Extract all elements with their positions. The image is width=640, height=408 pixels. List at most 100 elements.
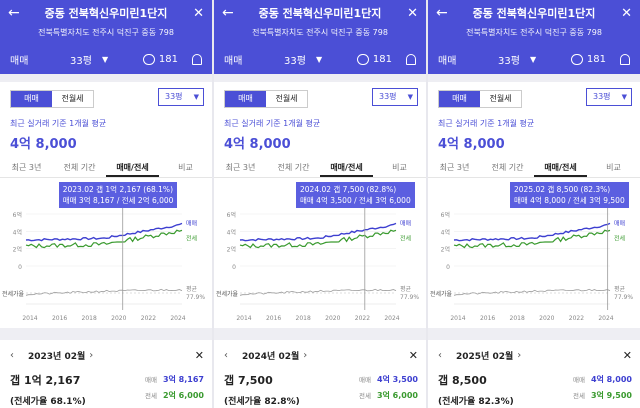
tab-all-period[interactable]: 전체 기간 [491,163,524,172]
pyeong-label: 33평 [284,55,306,67]
chart-tooltip: 2023.02 갭 1억 2,167 (68.1%) 매매 3억 8,167 /… [58,182,178,208]
bell-icon[interactable] [406,53,416,65]
tab-recent-3y[interactable]: 최근 3년 [225,163,256,172]
sale-label: 매매 [145,376,157,384]
complex-title: 중동 전북혁신우미린1단지 [258,7,382,20]
trade-type-select[interactable]: 매매 [438,55,457,67]
bell-icon[interactable] [192,53,202,65]
detail-card: ‹ 2024년 02월 › ✕ 갭 7,500 (전세가율 82.8%) 매매 4… [214,340,426,408]
close-icon[interactable]: ✕ [407,5,418,21]
detail-month: 2025년 02월 [456,351,514,362]
x-tick-label: 2014 [22,315,37,322]
tab-recent-3y[interactable]: 최근 3년 [439,163,470,172]
close-icon[interactable]: ✕ [408,348,418,362]
size-select-label: 33평 [165,92,183,101]
tab-sale-jeonse[interactable]: 매매/전세 [106,160,159,177]
ratio-label: 전세가율 [2,290,25,298]
trade-toggle: 매매 전월세 [10,90,94,108]
chart-svg: 6억 4억 2억 0 전세가율 2014 2016 2018 2020 2022 2024 매매전세평… [216,186,419,322]
trade-type-select[interactable]: 매매 [10,55,29,67]
comment-button[interactable]: 181 [570,53,606,65]
y-tick-label: 6억 [13,211,22,219]
price-chart[interactable]: 6억 4억 2억 0 전세가율 2014 2016 2018 2020 2022 2024 매매 전세 평… [214,178,426,328]
pyeong-select[interactable]: 33평 ▼ [70,52,143,67]
chevron-down-icon: ▼ [315,54,323,64]
sale-value: 3억 8,167 [162,375,204,384]
pyeong-label: 33평 [70,55,92,67]
jeonse-ratio: (전세가율 82.3%) [438,397,514,407]
close-icon[interactable]: ✕ [193,5,204,21]
toggle-jeonse[interactable]: 전월세 [275,94,298,103]
tab-compare[interactable]: 비교 [392,163,407,172]
close-icon[interactable]: ✕ [622,348,632,362]
tab-recent-3y[interactable]: 최근 3년 [11,163,42,172]
gap-value: 갭 7,500 [224,374,273,387]
prev-month-icon[interactable]: ‹ [438,349,442,361]
legend-jeonse: 전세 [400,234,411,242]
back-arrow-icon[interactable]: ← [436,5,448,21]
price-chart[interactable]: 6억 4억 2억 0 전세가율 2014 2016 2018 2020 2022 2024 매매 전세 평… [428,178,640,328]
tab-all-period[interactable]: 전체 기간 [63,163,96,172]
comment-button[interactable]: 181 [356,53,392,65]
close-icon[interactable]: ✕ [621,5,632,21]
avg-price: 4억 8,000 [10,137,77,152]
prev-month-icon[interactable]: ‹ [224,349,228,361]
prev-month-icon[interactable]: ‹ [10,349,14,361]
x-tick-label: 2022 [141,315,156,322]
back-arrow-icon[interactable]: ← [8,5,20,21]
next-month-icon[interactable]: › [517,349,522,361]
price-chart[interactable]: 6억 4억 2억 0 전세가율 2014 2016 2018 2020 2022 2024 매매 전세 평… [0,178,212,328]
tab-sale-jeonse[interactable]: 매매/전세 [534,160,587,177]
size-select[interactable]: 33평 ▼ [586,88,632,106]
x-tick-label: 2018 [510,315,525,322]
toggle-sale[interactable]: 매매 [225,91,266,107]
pyeong-select[interactable]: 33평 ▼ [284,52,357,67]
tab-compare[interactable]: 비교 [606,163,621,172]
app-header: ← 중동 전북혁신우미린1단지 ✕ 전북특별자치도 전주시 덕진구 중동 798… [0,0,212,74]
basis-text: 최근 실거래 기준 1개월 평균 [438,119,535,128]
next-month-icon[interactable]: › [89,349,94,361]
app-header: ← 중동 전북혁신우미린1단지 ✕ 전북특별자치도 전주시 덕진구 중동 798… [428,0,640,74]
sale-series-line [239,222,397,242]
legend-avg-value: 77.9% [614,294,633,301]
tooltip-line-2: 매매 4억 3,500 / 전세 3억 6,000 [300,196,411,205]
jeonse-label: 전세 [145,392,157,400]
chart-svg: 6억 4억 2억 0 전세가율 2014 2016 2018 2020 2022 2024 매매전세평… [430,186,633,322]
x-tick-label: 2016 [266,315,281,322]
pyeong-label: 33평 [498,55,520,67]
divider [214,74,426,82]
chart-tabs: 최근 3년 전체 기간 매매/전세 비교 [428,160,640,178]
tooltip-line-2: 매매 4억 8,000 / 전세 3억 9,500 [514,196,625,205]
toggle-sale[interactable]: 매매 [439,91,480,107]
complex-address: 전북특별자치도 전주시 덕진구 중동 798 [38,28,174,37]
tab-compare[interactable]: 비교 [178,163,193,172]
size-select[interactable]: 33평 ▼ [158,88,204,106]
price-panel: ← 중동 전북혁신우미린1단지 ✕ 전북특별자치도 전주시 덕진구 중동 798… [428,0,640,408]
pyeong-select[interactable]: 33평 ▼ [498,52,571,67]
detail-card: ‹ 2023년 02월 › ✕ 갭 1억 2,167 (전세가율 68.1%) … [0,340,212,408]
toggle-sale[interactable]: 매매 [11,91,52,107]
x-tick-label: 2022 [355,315,370,322]
jeonse-value: 2억 6,000 [162,391,204,400]
next-month-icon[interactable]: › [303,349,308,361]
bell-icon[interactable] [620,53,630,65]
legend-avg: 평균 [614,285,626,293]
trade-type-select[interactable]: 매매 [224,55,243,67]
legend-jeonse: 전세 [614,234,625,242]
back-arrow-icon[interactable]: ← [222,5,234,21]
tab-sale-jeonse[interactable]: 매매/전세 [320,160,373,177]
legend-sale: 매매 [186,219,197,227]
close-icon[interactable]: ✕ [194,348,204,362]
tooltip-line-1: 2024.02 갭 7,500 (82.8%) [300,185,397,194]
comment-button[interactable]: 181 [142,53,178,65]
toggle-jeonse[interactable]: 전월세 [489,94,512,103]
x-tick-label: 2020 [539,315,554,322]
y-tick-label: 2억 [13,246,22,254]
size-select[interactable]: 33평 ▼ [372,88,418,106]
comment-count: 181 [372,53,392,65]
legend-avg: 평균 [186,285,198,293]
tab-all-period[interactable]: 전체 기간 [277,163,310,172]
comment-count: 181 [158,53,178,65]
toggle-jeonse[interactable]: 전월세 [61,94,84,103]
size-select-label: 33평 [379,92,397,101]
